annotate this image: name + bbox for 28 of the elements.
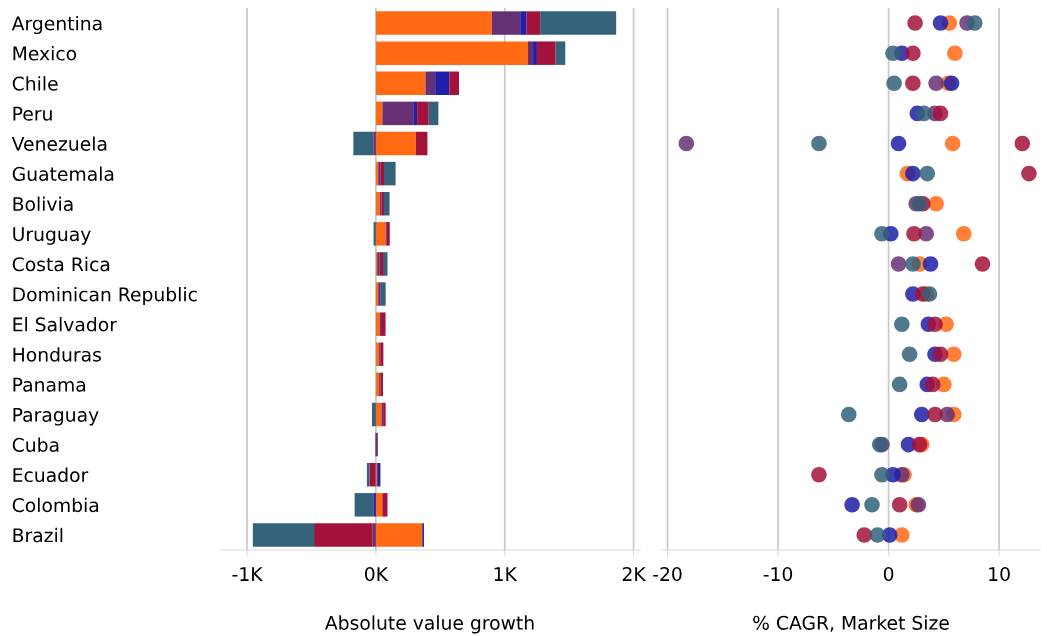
y-tick-label: Panama bbox=[13, 377, 86, 392]
x-tick-label: 0K bbox=[365, 567, 389, 582]
x-tick-label: 10 bbox=[989, 567, 1010, 582]
x-axis-title: Absolute value growth bbox=[324, 615, 534, 634]
y-tick-label: Uruguay bbox=[13, 227, 91, 245]
x-axis-title: % CAGR, Market Size bbox=[753, 615, 949, 632]
y-tick-label: Venezuela bbox=[11, 136, 107, 151]
y-tick-label: Honduras bbox=[13, 347, 101, 362]
y-tick-label: Argentina bbox=[11, 15, 102, 35]
y-tick-label: Mexico bbox=[13, 46, 77, 61]
y-tick-label: Bolivia bbox=[13, 196, 73, 212]
y-tick-label: Paraguay bbox=[13, 407, 99, 426]
x-tick-label: 0 bbox=[883, 567, 894, 582]
y-tick-label: Ecuador bbox=[13, 467, 89, 483]
x-tick-label: -1K bbox=[232, 567, 263, 581]
y-tick-label: El Salvador bbox=[13, 317, 117, 332]
x-tick-label: 1K bbox=[494, 567, 518, 581]
x-tick-label: 2K bbox=[622, 567, 647, 581]
x-tick-label: -10 bbox=[763, 567, 793, 582]
y-tick-label: Chile bbox=[12, 76, 58, 91]
y-tick-label: Dominican Republic bbox=[13, 286, 197, 306]
y-tick-label: Costa Rica bbox=[12, 256, 110, 272]
y-tick-label: Peru bbox=[13, 106, 52, 121]
x-tick-label: -20 bbox=[653, 567, 682, 582]
y-tick-label: Brazil bbox=[13, 527, 63, 543]
y-tick-label: Colombia bbox=[12, 497, 99, 513]
y-tick-label: Guatemala bbox=[12, 166, 114, 181]
y-tick-label: Cuba bbox=[12, 437, 59, 452]
